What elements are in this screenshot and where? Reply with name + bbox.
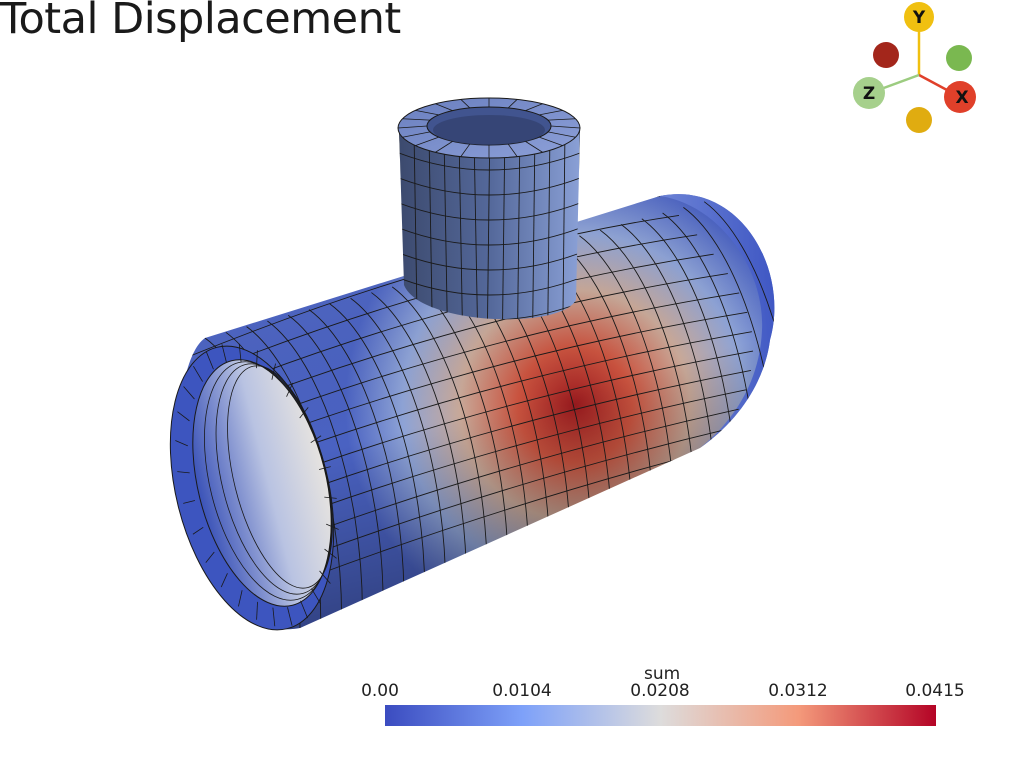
neg-z-marker xyxy=(946,45,972,71)
y-axis-label: Y xyxy=(912,8,926,28)
z-axis-marker xyxy=(853,77,885,109)
pipe-left-opening xyxy=(169,343,339,631)
x-axis-label: X xyxy=(955,88,968,108)
neg-y-marker xyxy=(906,107,932,133)
colorbar-tick: 0.00 xyxy=(361,681,399,701)
neg-x-marker xyxy=(873,42,899,68)
colorbar-title: sum xyxy=(644,664,681,684)
orientation-axes[interactable]: Y X Z xyxy=(853,2,976,133)
scene-title: Total Displacement xyxy=(0,0,401,44)
pipe-branch xyxy=(397,97,581,320)
colorbar-tick: 0.0415 xyxy=(905,681,965,701)
z-axis-label: Z xyxy=(863,84,875,104)
y-axis-marker xyxy=(904,2,934,32)
x-axis-marker xyxy=(944,81,976,113)
colorbar-tick: 0.0208 xyxy=(630,681,690,701)
colorbar-tick: 0.0312 xyxy=(768,681,828,701)
colorbar-tick: 0.0104 xyxy=(492,681,552,701)
colorbar-gradient xyxy=(385,705,936,726)
